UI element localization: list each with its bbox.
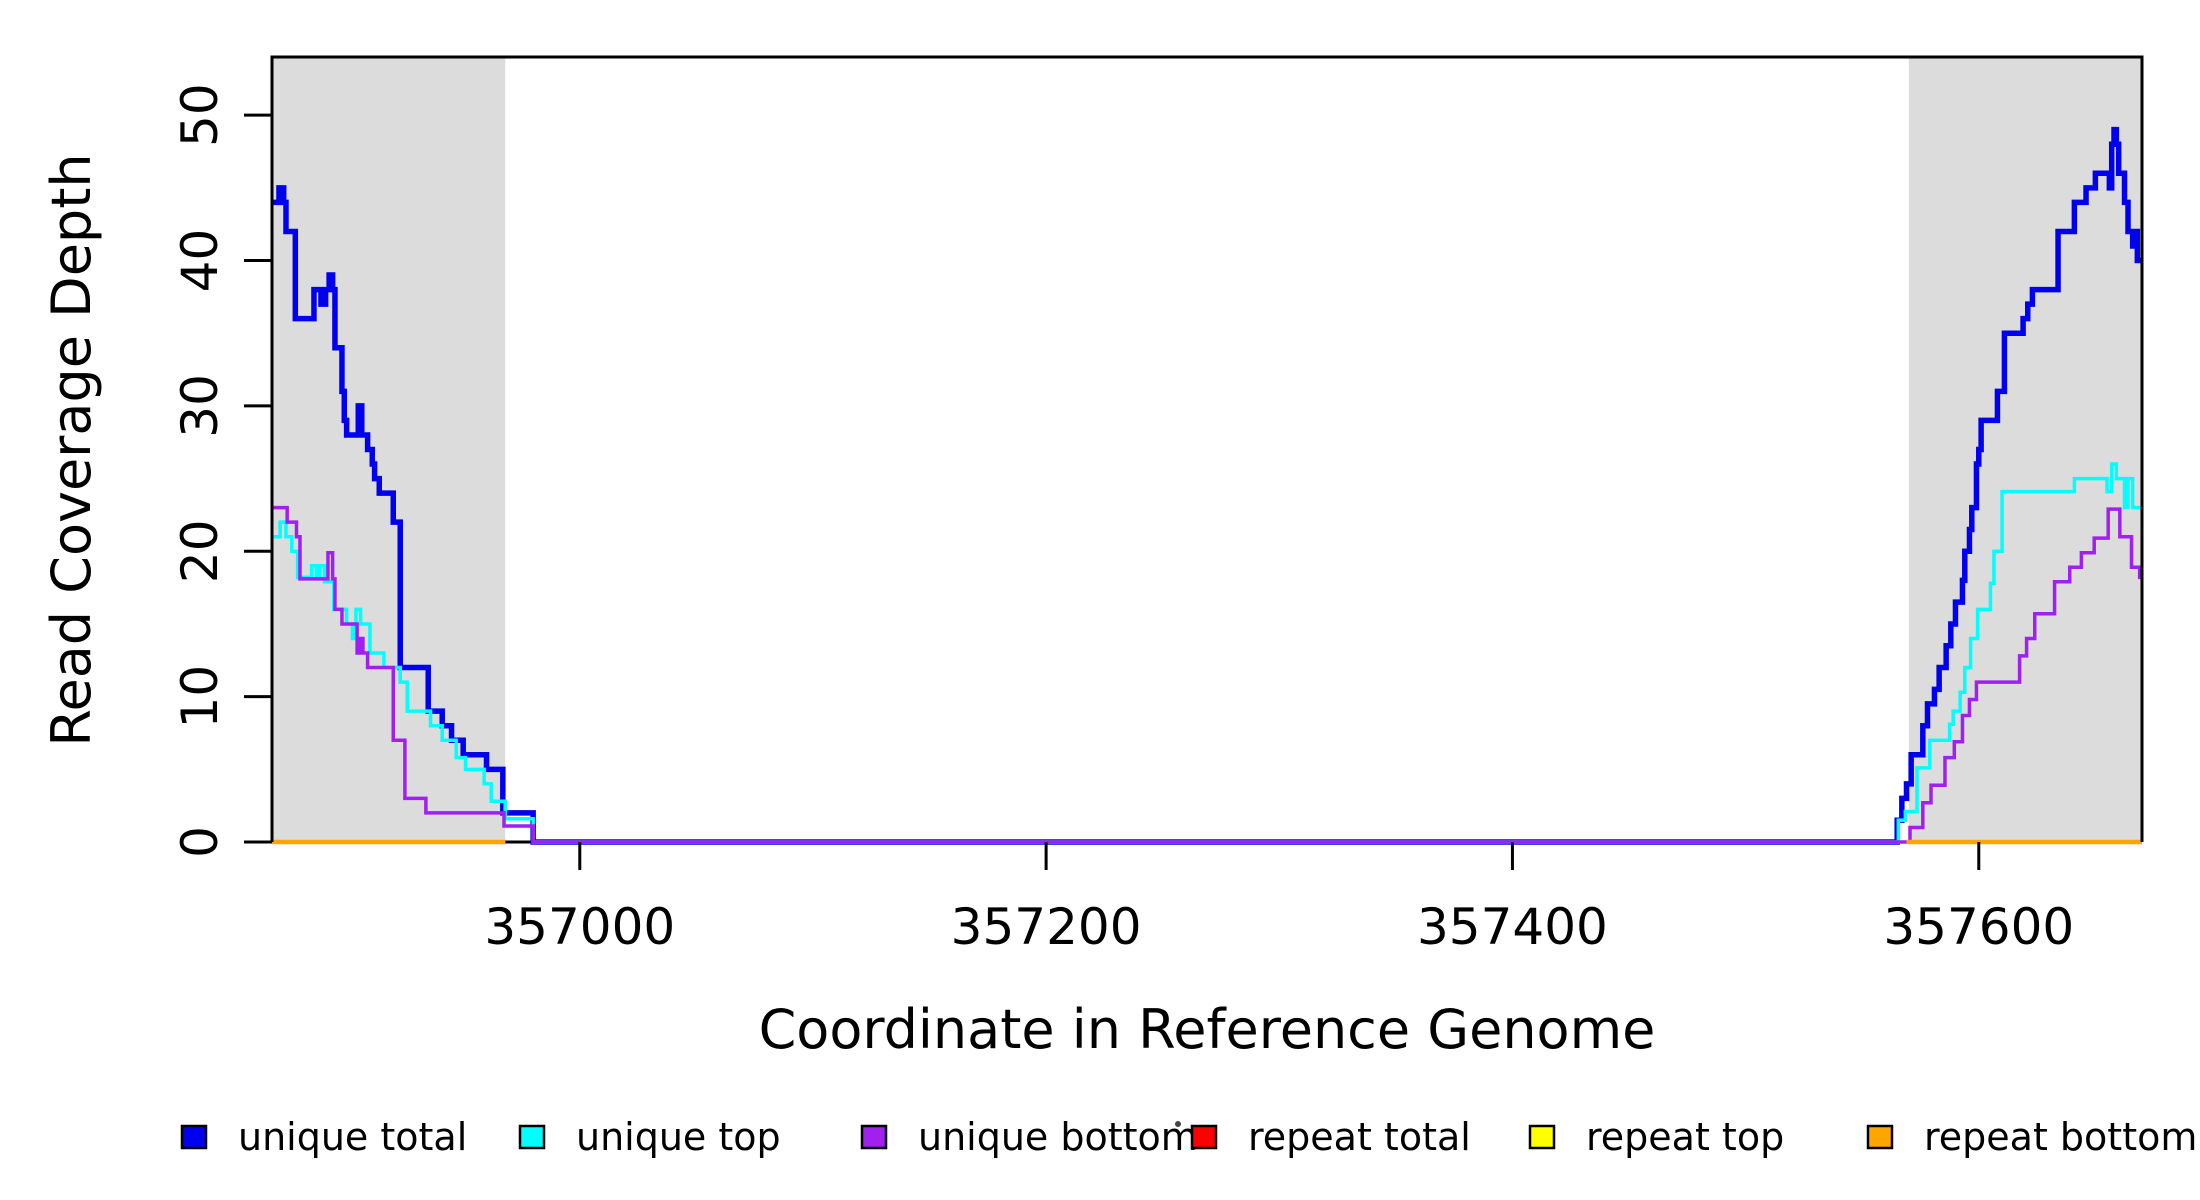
legend-label-repeat-total: repeat total (1248, 1115, 1471, 1159)
plot-box-border (270, 55, 2144, 842)
y-tick-label: 10 (171, 665, 229, 729)
series-line-unique-top (272, 462, 2142, 844)
y-tick-label: 30 (171, 374, 229, 438)
legend-swatch-unique-top (518, 1124, 546, 1150)
legend-swatch-repeat-total (1190, 1124, 1218, 1150)
legend-swatch-unique-total (180, 1124, 208, 1150)
x-tick-label: 357600 (1883, 898, 2074, 956)
legend-label-repeat-bottom: repeat bottom (1924, 1115, 2197, 1159)
legend-swatch-unique-bottom (860, 1124, 888, 1150)
highlight-band (1908, 57, 2142, 842)
stray-dot-mark (1175, 1121, 1181, 1127)
y-tick-label: 40 (171, 229, 229, 293)
highlight-band (272, 57, 506, 842)
y-axis-title: Read Coverage Depth (40, 153, 103, 746)
series-line-unique-total (272, 126, 2142, 845)
x-tick-label: 357200 (951, 898, 1142, 956)
y-tick-label: 50 (171, 83, 229, 147)
x-axis-ticks: 357000 357200 357400 357600 (484, 842, 2074, 956)
legend: unique total unique top unique bottom repea… (180, 1115, 2197, 1159)
legend-label-unique-top: unique top (576, 1115, 781, 1159)
y-tick-label: 0 (171, 826, 229, 858)
series-line-unique-bottom (272, 505, 2142, 844)
legend-label-repeat-top: repeat top (1586, 1115, 1784, 1159)
legend-swatch-repeat-bottom (1866, 1124, 1894, 1150)
y-axis-ticks: 0 10 20 30 40 50 (171, 83, 272, 858)
x-tick-label: 357400 (1417, 898, 1608, 956)
plot-frame (270, 55, 2144, 842)
legend-swatch-repeat-top (1528, 1124, 1556, 1150)
repeat-region-bands (272, 57, 2142, 842)
x-tick-label: 357000 (484, 898, 675, 956)
legend-label-unique-total: unique total (238, 1115, 467, 1159)
series-lines (272, 126, 2142, 845)
y-tick-label: 20 (171, 519, 229, 583)
x-axis-title: Coordinate in Reference Genome (759, 998, 1656, 1061)
legend-label-unique-bottom: unique bottom (918, 1115, 1198, 1159)
